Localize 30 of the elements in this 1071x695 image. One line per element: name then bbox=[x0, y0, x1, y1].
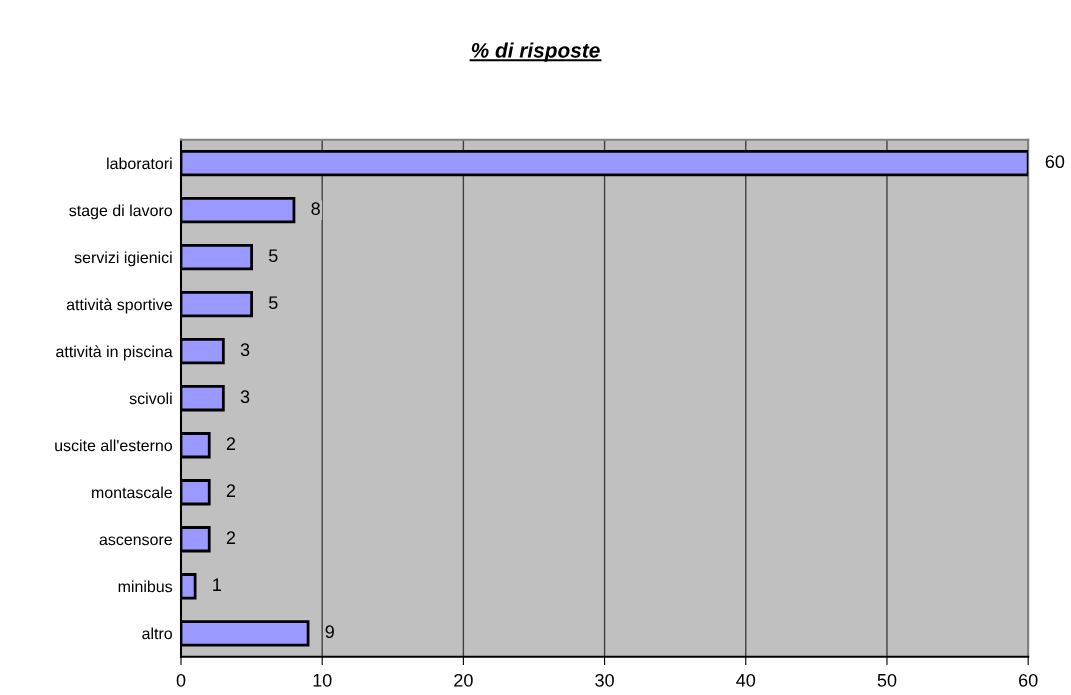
data-label: 2 bbox=[226, 437, 236, 450]
data-label: 5 bbox=[268, 249, 278, 263]
x-tick-label: 50 bbox=[877, 673, 897, 687]
y-tick-label: stage di lavoro bbox=[69, 204, 172, 220]
x-tick-label: 20 bbox=[454, 673, 473, 687]
y-tick-label: scivoli bbox=[129, 392, 172, 405]
y-tick-label: laboratori bbox=[107, 157, 172, 170]
y-tick-label: uscite all'esterno bbox=[55, 439, 172, 452]
x-tick-label: 10 bbox=[313, 673, 332, 687]
data-label: 8 bbox=[311, 202, 320, 216]
data-label: 3 bbox=[240, 390, 250, 404]
y-tick-label: servizi igienici bbox=[74, 251, 172, 267]
data-label: 9 bbox=[325, 625, 334, 639]
x-tick-label: 30 bbox=[595, 673, 614, 687]
y-tick-label: altro bbox=[142, 627, 172, 640]
data-label: 60 bbox=[1045, 155, 1065, 169]
y-tick-label: minibus bbox=[118, 580, 173, 593]
x-tick-label: 0 bbox=[176, 673, 186, 687]
y-tick-label: ascensore bbox=[99, 536, 172, 546]
data-label: 2 bbox=[226, 484, 236, 497]
data-label: 1 bbox=[213, 578, 221, 591]
data-label: 5 bbox=[268, 296, 278, 310]
data-label: 3 bbox=[240, 343, 250, 357]
y-tick-label: montascale bbox=[92, 486, 172, 499]
x-tick-label: 40 bbox=[736, 673, 756, 687]
y-tick-label: attività sportive bbox=[66, 298, 172, 314]
chart-title: % di risposte bbox=[471, 42, 600, 62]
x-tick-label: 60 bbox=[1019, 673, 1038, 687]
y-tick-label: attività in piscina bbox=[56, 345, 173, 361]
data-label: 2 bbox=[226, 531, 236, 544]
